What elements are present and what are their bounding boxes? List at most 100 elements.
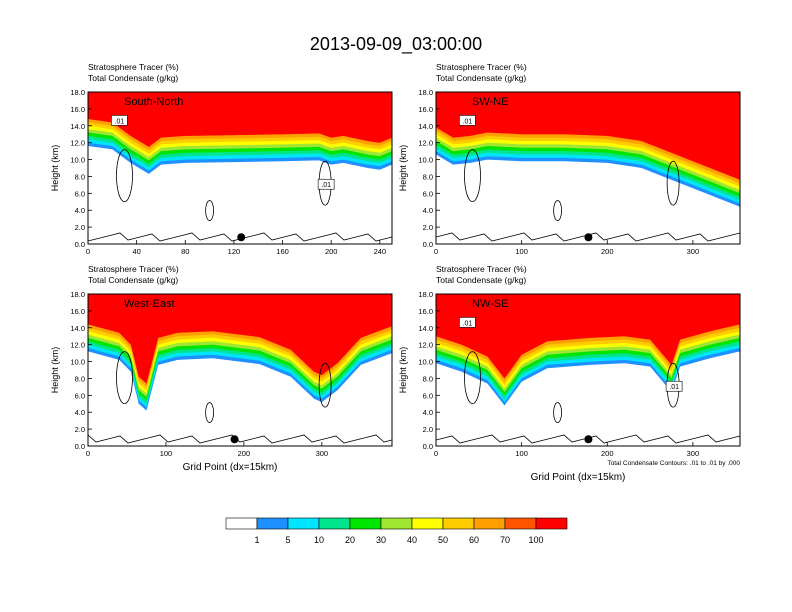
x-tick-label: 200: [601, 247, 614, 256]
contour-label-box: [317, 178, 335, 190]
y-tick-label: 18.0: [418, 290, 433, 299]
x-tick-label: 0: [86, 247, 90, 256]
x-tick-label: 300: [316, 449, 329, 458]
panel-label: SW-NE: [472, 96, 508, 108]
colorbar-label: 60: [469, 535, 479, 545]
y-tick-label: 6.0: [75, 391, 85, 400]
y-tick-label: 18.0: [70, 290, 85, 299]
x-tick-label: 300: [687, 449, 700, 458]
x-axis-label: Grid Point (dx=15km): [531, 472, 626, 483]
location-marker: [584, 233, 593, 242]
contour-label-box: [459, 317, 476, 328]
x-tick-label: 120: [228, 247, 241, 256]
y-axis-label: Height (km): [50, 145, 60, 192]
y-tick-label: 14.0: [70, 122, 85, 131]
contour-label-box: [111, 115, 128, 126]
x-tick-label: 80: [181, 247, 189, 256]
colorbar-label: 30: [376, 535, 386, 545]
colorbar-swatch: [349, 517, 382, 530]
panel-subtitle: Total Condensate (g/kg): [436, 73, 526, 83]
y-tick-label: 16.0: [70, 307, 85, 316]
colorbar-swatch: [225, 517, 258, 530]
tracer-core: [436, 294, 740, 379]
y-tick-label: 2.0: [423, 425, 433, 434]
x-tick-label: 0: [86, 449, 90, 458]
figure-title: 2013-09-09_03:00:00: [310, 34, 482, 55]
y-tick-label: 10.0: [70, 156, 85, 165]
colorbar-label: 20: [345, 535, 355, 545]
condensate-contour: [464, 149, 481, 203]
colorbar-label: 40: [407, 535, 417, 545]
colorbar-label: 50: [438, 535, 448, 545]
y-tick-label: 14.0: [418, 122, 433, 131]
y-tick-label: 16.0: [70, 105, 85, 114]
plot-area: [88, 294, 392, 446]
y-tick-label: 2.0: [423, 223, 433, 232]
contour-label: .01: [115, 118, 125, 125]
y-tick-label: 4.0: [423, 206, 433, 215]
y-tick-label: 4.0: [75, 206, 85, 215]
x-tick-label: 200: [601, 449, 614, 458]
plot-frame: [435, 293, 741, 447]
y-tick-label: 12.0: [418, 341, 433, 350]
colorbar-swatch: [442, 517, 475, 530]
y-tick-label: 2.0: [75, 425, 85, 434]
colorbar-label: 10: [314, 535, 324, 545]
plot-area: [88, 92, 392, 244]
y-tick-label: 8.0: [423, 374, 433, 383]
condensate-contour: [553, 402, 562, 423]
plot-area: [436, 294, 740, 446]
panel-4: NW-SE .01 .01 0.0 2.0 4.0 6.0 8.0 10.0 12.0 14.0 16…: [398, 264, 741, 483]
colorbar-label: 70: [500, 535, 510, 545]
x-tick-label: 200: [238, 449, 251, 458]
contour-label: .01: [321, 182, 331, 189]
x-tick-label: 0: [434, 247, 438, 256]
colorbar-swatch: [535, 517, 568, 530]
x-tick-label: 200: [325, 247, 338, 256]
y-tick-label: 18.0: [418, 88, 433, 97]
condensate-contour: [116, 149, 133, 203]
condensate-contour: [205, 402, 215, 423]
plot-frame: [435, 91, 741, 245]
y-axis-label: Height (km): [50, 347, 60, 394]
y-tick-label: 16.0: [418, 105, 433, 114]
y-tick-label: 10.0: [70, 358, 85, 367]
y-tick-label: 0.0: [75, 240, 85, 249]
y-tick-label: 0.0: [423, 442, 433, 451]
y-tick-label: 8.0: [75, 172, 85, 181]
y-tick-label: 6.0: [75, 189, 85, 198]
contour-label: .01: [463, 118, 473, 125]
condensate-contour: [666, 160, 680, 206]
tracer-core: [88, 92, 392, 147]
panel-subtitle: Total Condensate (g/kg): [436, 275, 526, 285]
condensate-contour: [116, 351, 133, 405]
terrain-contour: [436, 434, 740, 444]
panel-label: West-East: [124, 298, 175, 310]
panel-subtitle: Stratosphere Tracer (%): [436, 264, 527, 274]
panels: South-North .01 .01 0.0 2.0 4.0 6.0 8.0 10.0 12.0…: [50, 62, 741, 483]
y-tick-label: 14.0: [70, 324, 85, 333]
condensate-contour: [464, 351, 481, 405]
tracer-core: [436, 92, 740, 180]
colorbar-swatch: [380, 517, 413, 530]
panel-2: SW-NE .01 0.0 2.0 4.0 6.0 8.0 10.0 12.0 14.0 16.0 1…: [398, 62, 741, 256]
x-tick-label: 100: [160, 449, 173, 458]
y-tick-label: 6.0: [423, 189, 433, 198]
condensate-contour: [553, 200, 562, 221]
colorbar-swatch: [287, 517, 320, 530]
panel-subtitle: Stratosphere Tracer (%): [88, 264, 179, 274]
condensate-contour: [205, 200, 215, 221]
y-tick-label: 0.0: [423, 240, 433, 249]
contour-footnote: Total Condensate Contours: .01 to .01 by…: [607, 460, 740, 467]
y-tick-label: 18.0: [70, 88, 85, 97]
panel-1: South-North .01 .01 0.0 2.0 4.0 6.0 8.0 10.0 12.0…: [50, 62, 393, 256]
colorbar-label: 5: [285, 535, 290, 545]
colorbar-label: 1: [254, 535, 259, 545]
contour-label-box: [665, 380, 683, 392]
contour-label: .01: [463, 320, 473, 327]
y-tick-label: 12.0: [70, 341, 85, 350]
colorbar-label: 100: [528, 535, 543, 545]
y-tick-label: 12.0: [418, 139, 433, 148]
y-tick-label: 12.0: [70, 139, 85, 148]
colorbar-swatch: [256, 517, 289, 530]
